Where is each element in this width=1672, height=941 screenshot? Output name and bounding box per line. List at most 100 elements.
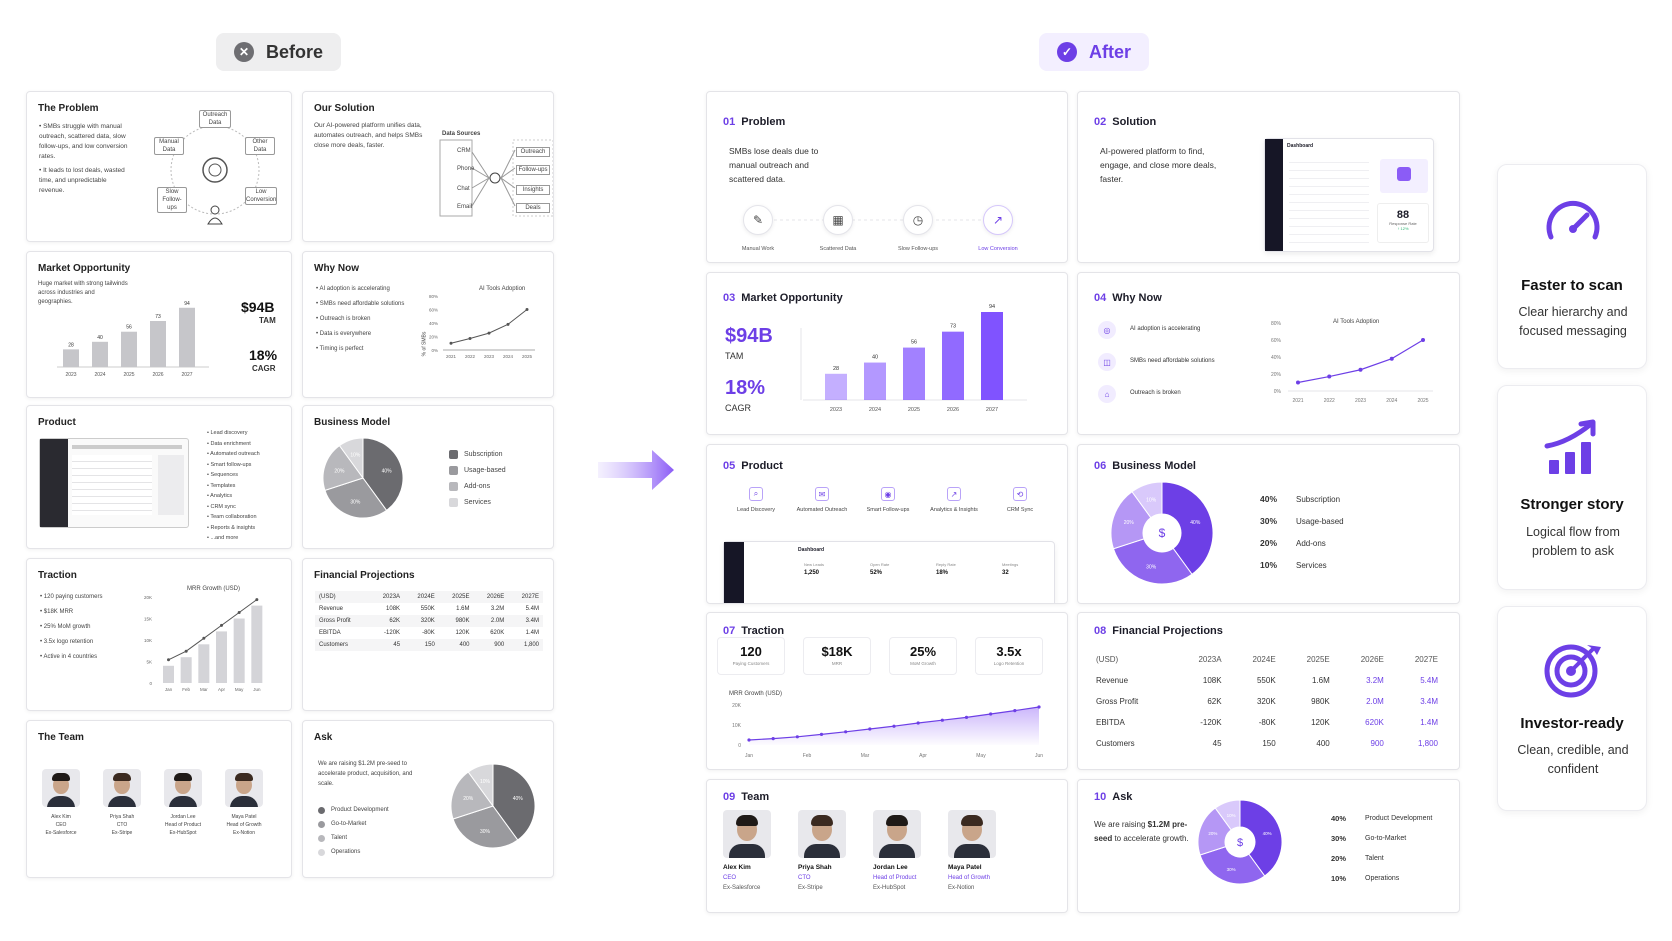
legend-label: Operations [331, 849, 361, 855]
problem-step-icon: ▦ [823, 205, 853, 235]
dollar-icon: $ [1237, 837, 1243, 849]
after-label: ✓ After [1039, 33, 1150, 71]
bar [179, 307, 195, 367]
chart-title: AI Tools Adoption [479, 286, 526, 292]
bar [63, 349, 79, 367]
after-solution-slide: 02 Solution AI-powered platform to find, … [1077, 91, 1460, 263]
product-feature: Analytics [207, 491, 260, 502]
y-tick-label: 15K [144, 617, 152, 622]
table-row: EBITDA -120K -80K 120K 620K 1.4M [319, 630, 539, 636]
output-label: Insights [516, 185, 550, 195]
legend-label: Talent [331, 835, 348, 841]
solution-diagram [439, 139, 553, 217]
product-dashboard-preview: Dashboard New Leads 1,250 Open Rate 52% Repl… [723, 541, 1055, 603]
x-tick-label: 2022 [465, 354, 476, 359]
problem-step-icon: ✎ [743, 205, 773, 235]
avatar [164, 769, 202, 807]
pie-slice [450, 771, 494, 820]
legend-item: 40% Subscription [1260, 488, 1344, 510]
slide-title: Ask [314, 732, 333, 743]
node-label: Slow Follow-ups [157, 187, 187, 213]
pie-slice [338, 437, 364, 480]
data-point [255, 598, 259, 602]
slice-label: 20% [1208, 831, 1217, 836]
pie-slice [322, 444, 364, 491]
solution-text: AI-powered platform to find, engage, and… [1100, 146, 1217, 184]
data-point [1389, 356, 1394, 361]
x-tick-label: Apr [218, 687, 226, 692]
bar-label: 28 [68, 342, 74, 348]
data-point [449, 341, 453, 345]
legend-label: Services [1296, 560, 1327, 570]
y-tick-label: 0 [738, 743, 741, 749]
x-tick-label: Feb [803, 753, 812, 759]
avatar [42, 769, 80, 807]
legend-item: Operations [318, 845, 389, 859]
before-solution-slide: Our Solution Our AI-powered platform uni… [302, 91, 554, 242]
feature-text: Logical flow from problem to ask [1526, 525, 1620, 558]
growth-chart-icon [1544, 419, 1596, 474]
diagram-title: Data Sources [442, 131, 481, 137]
dash-stat-label: New Leads [804, 562, 825, 567]
feature-text: Clear hierarchy and focused messaging [1518, 305, 1628, 338]
response-rate-label: Response Rate [1389, 221, 1417, 226]
data-point [916, 721, 920, 725]
legend-label: Product Development [331, 807, 389, 813]
avatar [225, 769, 263, 807]
problem-step-label: Manual Work [741, 246, 775, 252]
table-row: Customers 45 150 400 900 1,800 [1096, 739, 1438, 748]
legend-pct: 30% [1331, 833, 1347, 843]
data-point [940, 718, 944, 722]
product-feature: CRM sync [207, 502, 260, 513]
member-prev: Ex-Stripe [111, 830, 133, 836]
legend-label: Usage-based [1296, 516, 1344, 526]
feature-icon: ✉ [815, 487, 829, 501]
adoption-line [1297, 339, 1424, 384]
before-label: ✕ Before [216, 33, 342, 71]
x-tick-label: 2023 [484, 354, 495, 359]
bullet: Outreach is broken [316, 312, 404, 327]
pie-slice [362, 437, 404, 512]
before-ask-slide: Ask We are raising $1.2M pre-seed to acc… [302, 720, 554, 878]
data-point [487, 331, 491, 335]
why-now-icon: ⌂ [1098, 385, 1116, 403]
legend-pct: 20% [1260, 538, 1278, 548]
slice-label: 20% [463, 796, 474, 802]
dash-stat-value: 18% [936, 570, 949, 576]
legend-item: 30% Usage-based [1260, 510, 1344, 532]
slide-title: 10 Ask [1094, 791, 1133, 803]
product-feature: Templates [207, 481, 260, 492]
source-email: Email [457, 204, 473, 210]
after-ask-slide: 10 Ask We are raising $1.2M pre-seed to a… [1077, 779, 1460, 913]
table-row: Gross Profit 62K 320K 980K 2.0M 3.4M [315, 615, 543, 627]
node-label: Other Data [245, 137, 275, 155]
source-phone: Phone [457, 166, 475, 172]
bullet: Active in 4 countries [40, 650, 102, 665]
after-market-slide: 03 Market Opportunity $94B TAM 18% CAGR 2… [706, 272, 1068, 435]
x-tick-label: Jun [1035, 753, 1043, 759]
slice-label: 20% [334, 468, 345, 474]
bullet: Timing is perfect [316, 342, 404, 357]
x-tick-label: 2026 [152, 372, 163, 378]
x-tick-label: Jun [253, 687, 261, 692]
bar [121, 331, 137, 367]
tam-label: TAM [725, 351, 744, 361]
before-market-slide: Market Opportunity Huge market with stro… [26, 251, 292, 398]
bar-label: 56 [911, 340, 917, 346]
pie-slice [1161, 481, 1214, 575]
member-prev: Ex-Salesforce [45, 830, 77, 836]
ask-legend: Product Development Go-to-Market Talent Ope… [318, 803, 389, 859]
slice-label: 30% [1146, 564, 1157, 570]
slide-title: 04 Why Now [1094, 292, 1162, 304]
feature-icon: ↗ [947, 487, 961, 501]
source-chat: Chat [457, 186, 470, 192]
person-icon [207, 205, 223, 225]
legend-label: Usage-based [464, 466, 506, 474]
legend-pct: 40% [1260, 494, 1278, 504]
data-point [184, 649, 188, 653]
pie-slice [452, 805, 519, 849]
slice-label: 40% [1190, 520, 1201, 526]
x-tick-label: May [235, 687, 244, 692]
x-tick-label: 2025 [522, 354, 533, 359]
cagr-label: CAGR [252, 364, 276, 373]
